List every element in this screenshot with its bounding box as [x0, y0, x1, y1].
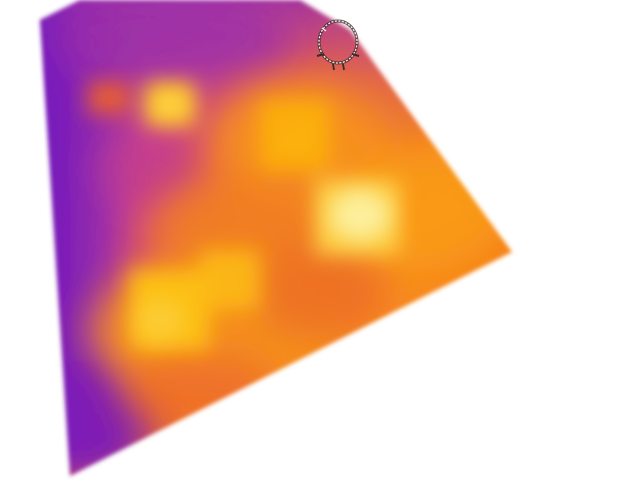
crosshair-circle-icon[interactable]	[316, 19, 360, 71]
